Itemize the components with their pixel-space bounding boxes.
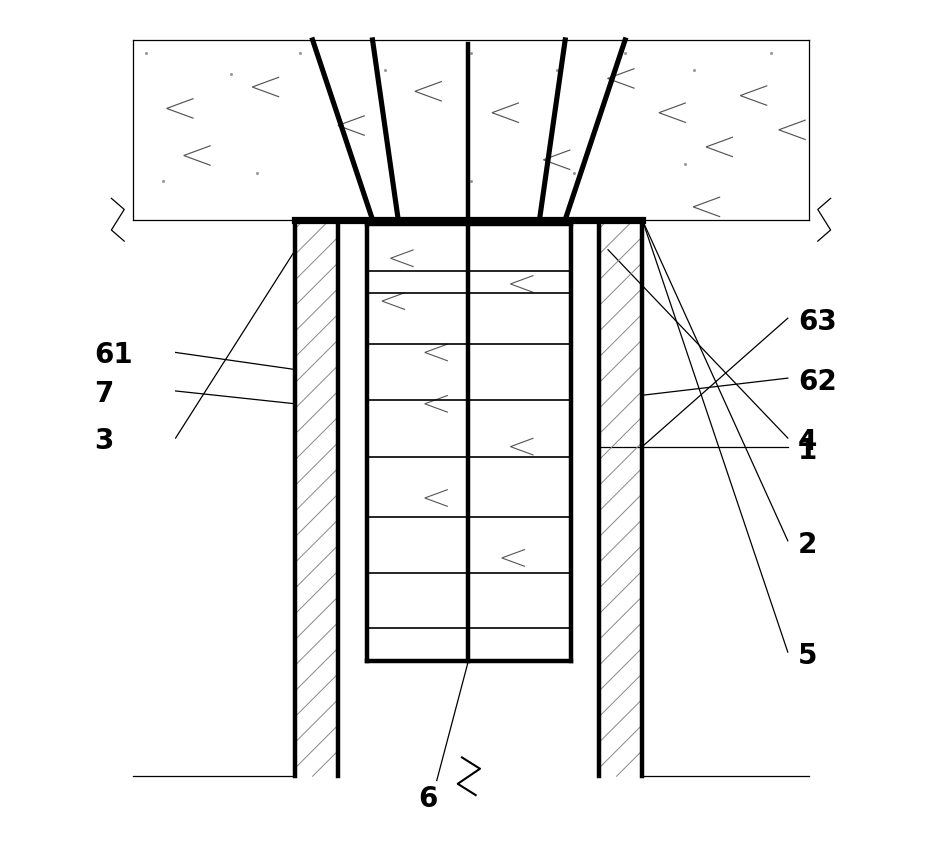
Text: 62: 62 xyxy=(798,369,836,396)
Bar xyxy=(599,220,642,777)
Text: 63: 63 xyxy=(798,308,836,337)
Text: 2: 2 xyxy=(798,531,818,559)
Bar xyxy=(296,220,338,777)
Text: 61: 61 xyxy=(94,341,133,369)
Text: 3: 3 xyxy=(94,427,114,454)
Text: 5: 5 xyxy=(798,643,818,670)
Text: 4: 4 xyxy=(798,429,818,456)
Text: 6: 6 xyxy=(418,785,438,813)
Text: 1: 1 xyxy=(798,437,818,465)
Text: 7: 7 xyxy=(94,380,114,407)
